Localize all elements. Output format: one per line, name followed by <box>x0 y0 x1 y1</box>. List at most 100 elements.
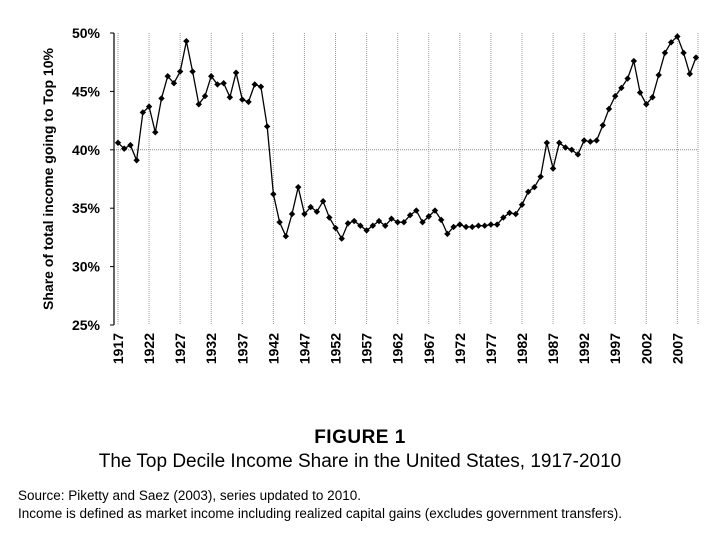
data-point <box>232 69 240 76</box>
data-point <box>406 212 414 219</box>
data-point <box>543 139 551 146</box>
figure-label: FIGURE 1 <box>314 427 406 448</box>
data-point <box>475 222 482 229</box>
data-point <box>301 210 308 218</box>
x-tick-label: 1917 <box>110 333 126 364</box>
data-point <box>239 96 246 103</box>
data-point <box>624 75 631 82</box>
data-point <box>469 223 476 231</box>
x-tick-label: 1922 <box>141 333 157 364</box>
x-tick-label: 1997 <box>607 333 623 364</box>
data-point <box>593 137 600 144</box>
y-axis-title: Share of total income going to Top 10% <box>40 48 56 310</box>
data-point <box>549 165 557 172</box>
axis-layer <box>110 32 115 326</box>
x-tick-label: 1982 <box>514 333 530 364</box>
data-point <box>145 103 153 110</box>
data-point <box>388 215 395 222</box>
x-tick-label: 1972 <box>452 333 468 364</box>
data-point <box>369 222 377 229</box>
data-point <box>400 219 408 226</box>
data-point <box>394 219 401 226</box>
data-point <box>636 89 644 96</box>
data-point <box>506 209 513 217</box>
x-tick-label: 2007 <box>669 333 685 364</box>
data-point <box>195 101 202 108</box>
y-tick-label: 50% <box>72 25 101 41</box>
x-tick-label: 1932 <box>203 333 219 364</box>
data-point <box>630 57 638 65</box>
data-point <box>164 73 171 80</box>
data-point <box>208 73 215 80</box>
data-point <box>587 138 594 145</box>
data-point <box>444 230 451 238</box>
data-point <box>382 222 389 229</box>
y-tick-label: 30% <box>72 259 101 275</box>
data-point <box>357 222 364 229</box>
data-point <box>114 139 122 146</box>
x-tick-label: 1987 <box>545 333 561 364</box>
data-point <box>158 95 165 102</box>
data-point <box>674 33 681 40</box>
data-point <box>524 188 532 196</box>
data-point <box>680 49 687 57</box>
data-point <box>257 83 265 90</box>
data-point <box>276 219 283 226</box>
data-point <box>643 101 650 108</box>
y-tick-label: 25% <box>72 317 101 333</box>
series-layer <box>114 33 700 242</box>
data-point <box>413 207 420 214</box>
data-point <box>500 214 507 221</box>
data-point <box>127 141 134 149</box>
data-point <box>419 219 426 226</box>
income-definition-note: Income is defined as market income inclu… <box>18 506 623 521</box>
data-point <box>201 92 209 100</box>
data-point <box>350 217 358 225</box>
data-point <box>121 145 128 152</box>
data-point <box>189 68 196 75</box>
data-point <box>531 183 538 191</box>
data-point <box>568 146 575 153</box>
data-point <box>338 235 345 242</box>
data-point <box>431 207 439 214</box>
data-point <box>481 222 488 229</box>
data-point <box>618 84 625 92</box>
data-point <box>288 210 296 218</box>
data-point <box>295 183 302 191</box>
x-tick-label: 1937 <box>234 333 250 364</box>
data-point <box>512 210 519 218</box>
data-point <box>612 92 619 100</box>
data-point <box>270 190 277 198</box>
data-point <box>493 221 501 228</box>
data-point <box>574 151 582 158</box>
x-tick-label: 1992 <box>576 333 592 364</box>
data-point <box>649 94 656 101</box>
x-tick-label: 1962 <box>390 333 406 364</box>
grid-layer <box>114 33 699 325</box>
data-point <box>487 221 495 228</box>
figure-title: The Top Decile Income Share in the Unite… <box>98 451 622 472</box>
data-point <box>655 71 662 79</box>
x-tick-label: 1952 <box>328 333 344 364</box>
data-point <box>214 81 221 88</box>
data-point <box>692 54 700 61</box>
data-point <box>605 105 613 113</box>
data-point <box>326 214 333 221</box>
x-tick-label: 1927 <box>172 333 188 364</box>
data-point <box>661 49 669 57</box>
data-point <box>537 173 544 180</box>
y-tick-label: 45% <box>72 83 101 99</box>
x-tick-label: 1967 <box>421 333 437 364</box>
y-tick-label: 40% <box>72 142 101 158</box>
source-note: Source: Piketty and Saez (2003), series … <box>18 488 361 503</box>
data-point <box>133 157 140 164</box>
x-tick-label: 1947 <box>296 333 312 364</box>
data-point <box>686 70 693 78</box>
data-point <box>170 80 178 87</box>
data-point <box>375 217 383 225</box>
x-tick-label: 2002 <box>638 333 654 364</box>
data-point <box>344 220 352 227</box>
data-point <box>319 197 327 205</box>
data-point <box>580 137 588 144</box>
data-point <box>282 233 290 240</box>
